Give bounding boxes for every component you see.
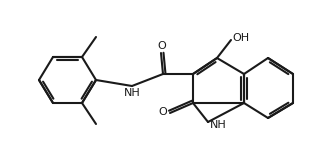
Text: OH: OH (232, 33, 250, 43)
Text: NH: NH (210, 120, 226, 130)
Text: O: O (159, 107, 167, 117)
Text: O: O (158, 41, 166, 51)
Text: NH: NH (124, 88, 140, 98)
